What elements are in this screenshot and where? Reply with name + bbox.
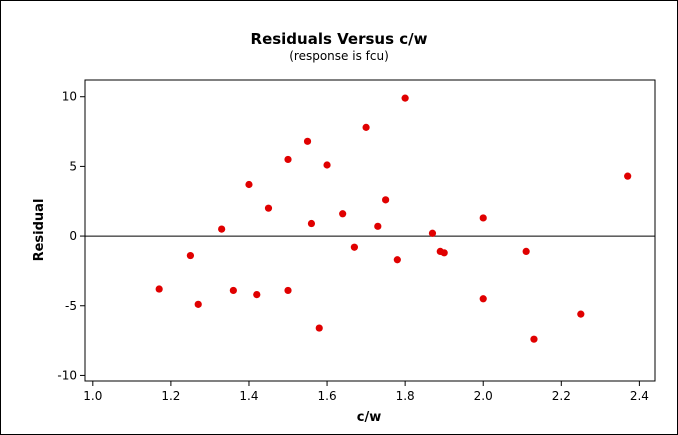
data-point [393, 256, 401, 264]
y-tick-label: 5 [69, 159, 77, 173]
data-point [522, 247, 530, 256]
data-point [479, 295, 487, 303]
data-point [307, 219, 316, 228]
chart-subtitle: (response is fcu) [289, 49, 389, 63]
data-point [218, 225, 226, 233]
data-point [374, 222, 382, 230]
data-point [323, 161, 331, 169]
y-tick-label: -5 [65, 299, 77, 313]
y-tick-label: -10 [57, 368, 77, 382]
x-tick-label: 1.6 [318, 389, 337, 403]
data-point [194, 300, 202, 308]
x-tick-label: 1.0 [83, 389, 102, 403]
x-axis-label: c/w [357, 410, 381, 425]
x-tick-label: 1.2 [161, 389, 180, 403]
data-point [530, 335, 538, 343]
data-point [303, 137, 312, 145]
data-points [155, 94, 632, 343]
data-point [245, 180, 253, 189]
x-tick-label: 1.8 [396, 389, 415, 403]
data-point [440, 249, 448, 257]
data-point [315, 324, 323, 332]
data-point [479, 214, 487, 222]
x-tick-label: 2.0 [474, 389, 493, 403]
y-axis: 10 5 0 -5 -10 [57, 90, 85, 382]
data-point [428, 229, 437, 237]
data-point [382, 196, 390, 204]
x-tick-label: 1.4 [239, 389, 258, 403]
chart-title: Residuals Versus c/w [250, 30, 428, 48]
y-tick-label: 0 [69, 229, 77, 243]
data-point [264, 204, 273, 212]
data-point [624, 172, 632, 180]
data-point [186, 251, 195, 260]
data-point [362, 123, 370, 131]
data-point [229, 286, 237, 295]
x-axis: 1.0 1.2 1.4 1.6 1.8 2.0 2.2 2.4 [83, 381, 649, 403]
y-axis-label: Residual [32, 199, 47, 262]
data-point [284, 286, 292, 295]
data-point [284, 155, 292, 164]
plot-area [84, 79, 656, 382]
y-tick-label: 10 [62, 90, 77, 104]
data-point [339, 210, 347, 218]
data-point [577, 310, 585, 318]
x-tick-label: 2.2 [552, 389, 571, 403]
data-point [155, 285, 163, 293]
x-tick-label: 2.4 [630, 389, 649, 403]
data-point [253, 291, 261, 299]
data-point [350, 243, 358, 251]
data-point [401, 94, 409, 102]
